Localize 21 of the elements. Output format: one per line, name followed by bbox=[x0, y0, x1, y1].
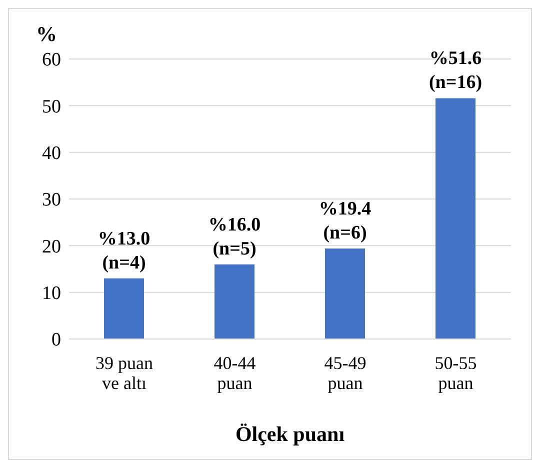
y-tick-label: 50 bbox=[42, 96, 61, 118]
bar bbox=[214, 264, 254, 339]
data-label: %16.0 (n=5) bbox=[208, 214, 261, 260]
x-axis-title: Ölçek puanı bbox=[235, 422, 345, 446]
data-label: %13.0 (n=4) bbox=[98, 228, 150, 274]
y-tick-label: 0 bbox=[52, 330, 61, 351]
y-tick-label: 30 bbox=[42, 190, 61, 211]
x-tick-label: 45-49 puan bbox=[324, 353, 366, 393]
y-axis-title: % bbox=[36, 22, 57, 46]
x-tick-label: 39 puan ve altı bbox=[96, 353, 153, 393]
y-tick-label: 40 bbox=[42, 143, 61, 164]
y-tick-label: 60 bbox=[42, 50, 61, 71]
data-label: %51.6 (n=16) bbox=[428, 48, 482, 94]
bar bbox=[436, 98, 476, 339]
data-label: %19.4 (n=6) bbox=[318, 198, 372, 244]
y-tick-label: 20 bbox=[42, 236, 61, 258]
bar bbox=[104, 278, 144, 339]
x-tick-label: 40-44 puan bbox=[214, 353, 256, 393]
bar bbox=[325, 248, 365, 339]
x-tick-label: 50-55 puan bbox=[434, 353, 477, 393]
y-tick-label: 10 bbox=[42, 283, 61, 304]
